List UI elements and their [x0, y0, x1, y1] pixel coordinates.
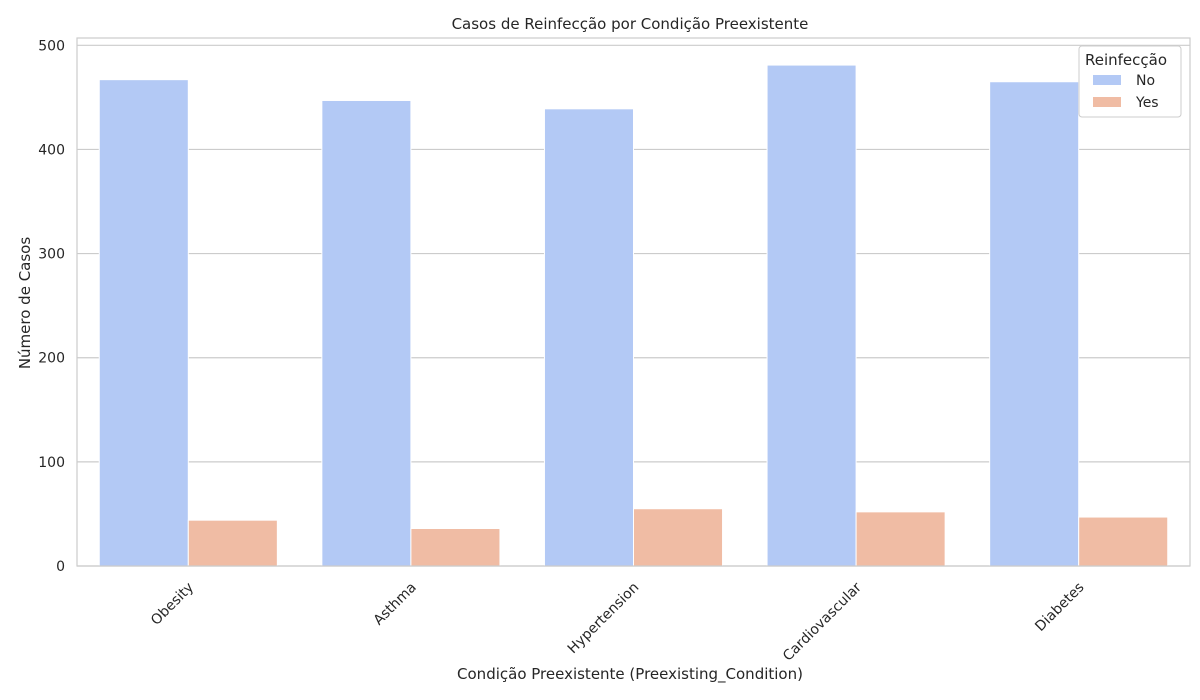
x-axis-label: Condição Preexistente (Preexisting_Condi… [457, 665, 803, 684]
y-tick-label: 300 [38, 247, 65, 263]
bar-yes-hypertension [633, 508, 724, 567]
bars [98, 64, 1169, 567]
bar-no-cardiovascular [766, 64, 857, 567]
legend-swatch-no [1093, 75, 1121, 85]
bar-yes-asthma [410, 528, 501, 567]
bar-yes-diabetes [1078, 516, 1169, 567]
bar-no-diabetes [989, 81, 1080, 567]
bar-no-asthma [321, 99, 412, 567]
bar-yes-cardiovascular [855, 511, 946, 567]
legend-label-yes: Yes [1135, 95, 1159, 111]
y-tick-label: 500 [38, 38, 65, 54]
y-tick-label: 400 [38, 142, 65, 158]
chart-title: Casos de Reinfecção por Condição Preexis… [452, 15, 809, 33]
legend-swatch-yes [1093, 97, 1121, 107]
y-tick-labels: 0 100 200 300 400 500 [38, 38, 65, 575]
bar-no-hypertension [543, 108, 635, 567]
legend-title: Reinfecção [1085, 51, 1167, 69]
y-tick-label: 200 [38, 351, 65, 367]
plot-frame [76, 37, 1191, 567]
legend-label-no: No [1136, 73, 1155, 89]
y-tick-label: 100 [38, 455, 65, 471]
y-axis-label: Número de Casos [16, 237, 34, 370]
legend: Reinfecção No Yes [1078, 45, 1182, 118]
y-tick-label: 0 [56, 559, 65, 575]
bar-no-obesity [98, 79, 189, 567]
bar-yes-obesity [187, 519, 278, 567]
